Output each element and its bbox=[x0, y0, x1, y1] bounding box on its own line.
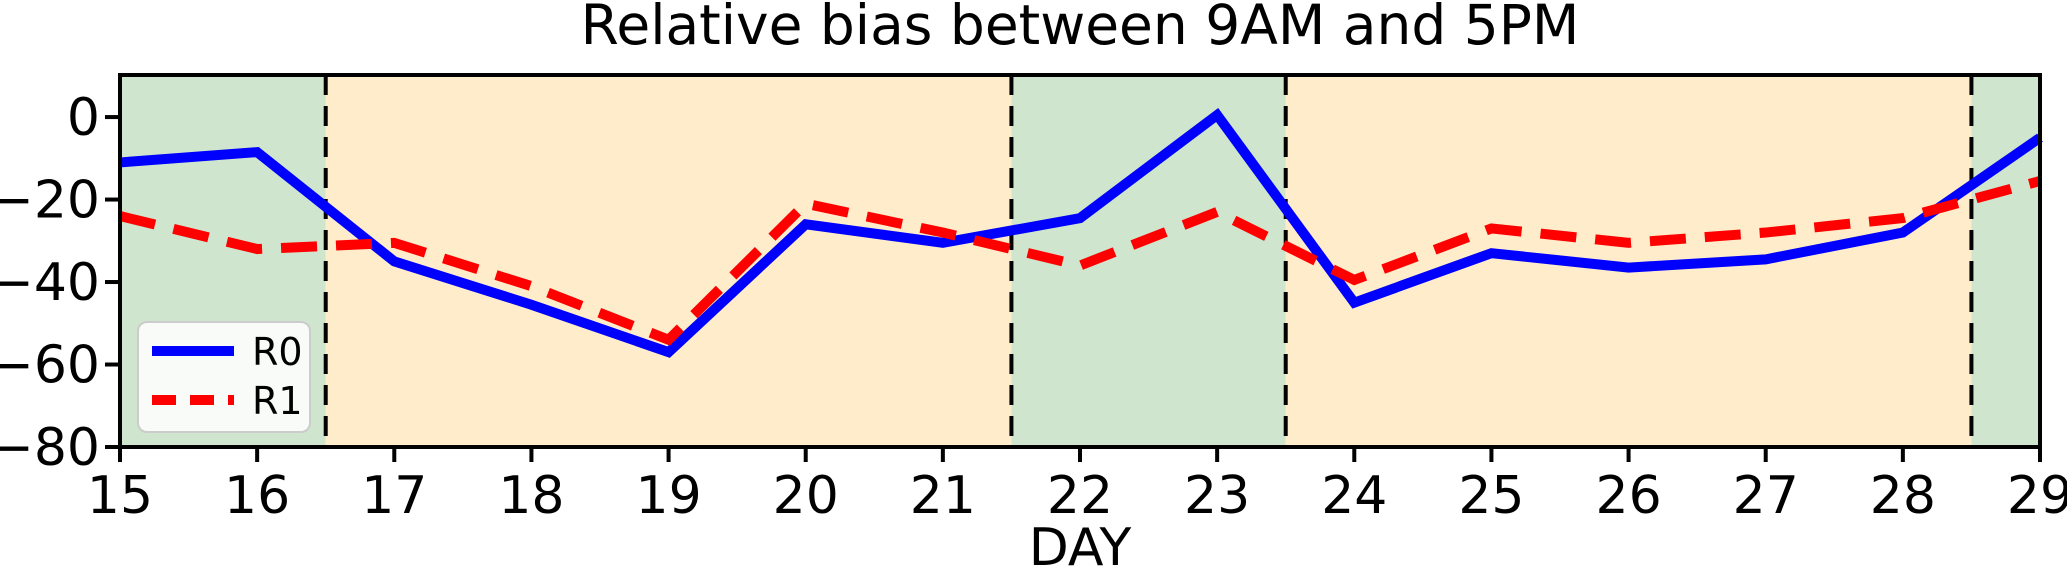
x-tick-label: 28 bbox=[1870, 466, 1936, 526]
x-tick-label: 22 bbox=[1047, 466, 1113, 526]
x-tick-label: 17 bbox=[361, 466, 427, 526]
legend-label-r1: R1 bbox=[252, 379, 303, 423]
x-tick-label: 29 bbox=[2007, 466, 2067, 526]
x-tick-label: 19 bbox=[635, 466, 701, 526]
x-tick-label: 23 bbox=[1184, 466, 1250, 526]
region-orange-shade bbox=[1285, 75, 1972, 447]
y-axis-ticks: 0 −20 −40 −60 −80 bbox=[0, 88, 120, 478]
region-orange-shade bbox=[325, 75, 1012, 447]
vertical-dashed-lines bbox=[323, 75, 1974, 447]
x-axis-ticks: 15 16 17 18 19 20 21 22 23 24 25 26 27 28 29 bbox=[87, 447, 2067, 526]
data-series-lines bbox=[118, 107, 2043, 358]
series-line-r0 bbox=[119, 107, 2043, 358]
x-tick-label: 26 bbox=[1595, 466, 1661, 526]
y-tick-label: −40 bbox=[0, 253, 100, 313]
shaded-regions bbox=[120, 75, 2040, 447]
x-axis-title: DAY bbox=[1029, 518, 1132, 572]
legend: R0 R1 bbox=[137, 321, 311, 433]
x-tick-label: 18 bbox=[498, 466, 564, 526]
x-tick-label: 27 bbox=[1733, 466, 1799, 526]
chart-title: Relative bias between 9AM and 5PM bbox=[581, 0, 1580, 57]
x-tick-label: 16 bbox=[224, 466, 290, 526]
region-green-shade bbox=[1971, 75, 2040, 447]
x-tick-label: 15 bbox=[87, 466, 153, 526]
x-tick-label: 21 bbox=[910, 466, 976, 526]
legend-label-r0: R0 bbox=[252, 330, 303, 374]
y-tick-label: −60 bbox=[0, 336, 100, 396]
x-tick-label: 20 bbox=[773, 466, 839, 526]
x-tick-label: 24 bbox=[1321, 466, 1387, 526]
series-line-r1 bbox=[118, 176, 2042, 346]
y-tick-label: −20 bbox=[0, 171, 100, 231]
y-tick-label: −80 bbox=[0, 418, 100, 478]
x-tick-label: 25 bbox=[1458, 466, 1524, 526]
y-tick-label: 0 bbox=[67, 88, 100, 148]
